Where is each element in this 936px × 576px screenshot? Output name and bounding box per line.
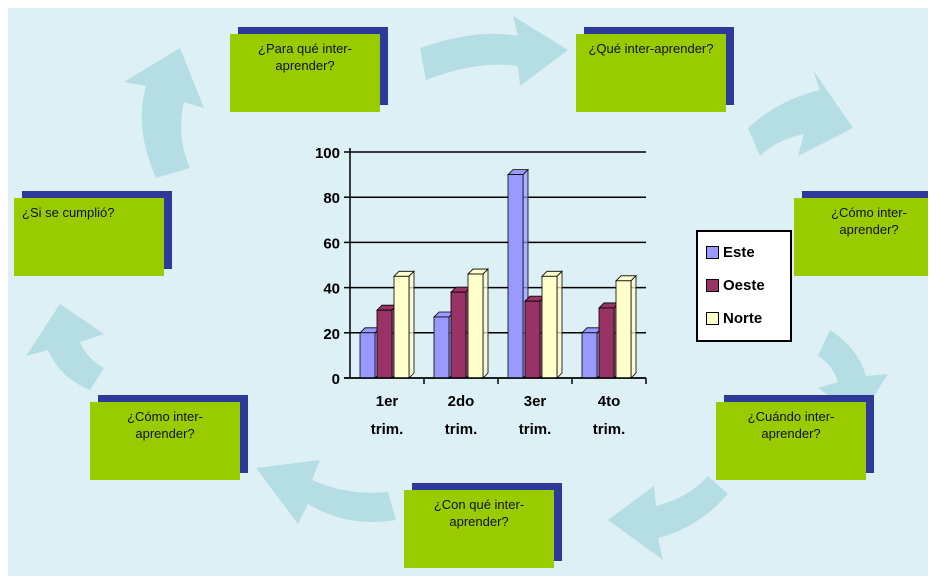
bar-side <box>482 268 489 379</box>
y-tick-label: 80 <box>323 190 340 207</box>
arrow-top-icon <box>420 16 568 86</box>
box-label: ¿Si se cumplió? <box>14 198 164 276</box>
cycle-arrows <box>26 16 888 560</box>
bar-este-2 <box>433 316 450 379</box>
x-tick-label: 3er <box>524 393 547 410</box>
bar-side <box>408 270 415 379</box>
y-tick-label: 100 <box>315 145 340 162</box>
chart-bars <box>359 168 637 379</box>
box-como-left: ¿Cómo inter-aprender? <box>90 395 248 480</box>
box-label: ¿Cuándo inter-aprender? <box>716 402 866 480</box>
legend-item-este: Este <box>706 242 755 264</box>
legend-swatch-norte <box>706 311 719 325</box>
legend-item-oeste: Oeste <box>706 275 765 297</box>
bar-side <box>630 274 637 379</box>
y-tick-label: 20 <box>323 326 340 343</box>
bar-norte-2 <box>467 273 484 379</box>
bar-este-4 <box>581 332 598 379</box>
diagram-canvas: ¿Para qué inter-aprender? ¿Qué inter-apr… <box>8 8 928 576</box>
bar-oeste-3 <box>524 300 541 379</box>
legend-label-este: Este <box>723 244 755 261</box>
x-tick-label: trim. <box>371 421 404 438</box>
y-tick-label: 60 <box>323 235 340 252</box>
legend-swatch-oeste <box>706 278 719 292</box>
x-tick-label: trim. <box>519 421 552 438</box>
legend-item-norte: Norte <box>706 308 762 330</box>
arrow-top-right-icon <box>748 70 853 156</box>
bar-chart: 0 20 40 60 80 100 1er trim. 2do trim. 3er trim. 4to t… <box>315 145 647 438</box>
box-cuando: ¿Cuándo inter-aprender? <box>716 395 874 480</box>
y-tick-label: 0 <box>332 371 340 388</box>
box-label: ¿Para qué inter-aprender? <box>230 34 380 112</box>
chart-tick-labels: 0 20 40 60 80 100 1er trim. 2do trim. 3er trim. 4to t… <box>315 145 625 438</box>
x-tick-label: 2do <box>448 393 475 410</box>
bar-este-3 <box>507 174 524 379</box>
bar-norte-3 <box>541 275 558 379</box>
legend-label-norte: Norte <box>723 310 763 327</box>
legend-swatch-este <box>706 245 719 259</box>
bar-norte-1 <box>393 275 410 379</box>
box-label: ¿Cómo inter-aprender? <box>794 198 928 276</box>
y-tick-label: 40 <box>323 281 340 298</box>
box-para-que: ¿Para qué inter-aprender? <box>230 27 388 112</box>
box-label: ¿Qué inter-aprender? <box>576 34 726 112</box>
box-label: ¿Con qué inter-aprender? <box>404 490 554 568</box>
x-tick-label: trim. <box>445 421 478 438</box>
box-como-right: ¿Cómo inter-aprender? <box>794 191 928 276</box>
chart-axes <box>344 148 647 384</box>
bar-side <box>556 270 563 379</box>
box-con-que: ¿Con qué inter-aprender? <box>404 483 562 568</box>
bar-este-1 <box>359 332 376 379</box>
box-si-se-cumplio: ¿Si se cumplió? <box>14 191 172 276</box>
bar-oeste-4 <box>598 307 615 379</box>
x-tick-label: trim. <box>593 421 626 438</box>
x-tick-label: 1er <box>376 393 399 410</box>
bar-oeste-1 <box>376 309 393 379</box>
bar-norte-4 <box>615 280 632 379</box>
box-que: ¿Qué inter-aprender? <box>576 27 734 112</box>
x-tick-label: 4to <box>598 393 621 410</box>
arrow-top-left-icon <box>124 48 204 178</box>
chart-legend: Este Oeste Norte <box>696 230 792 342</box>
legend-label-oeste: Oeste <box>723 277 765 294</box>
arrow-bottom-left-icon <box>256 460 396 524</box>
bar-oeste-2 <box>450 291 467 379</box>
arrow-left-icon <box>26 304 104 390</box>
arrow-bottom-right-icon <box>608 476 728 560</box>
box-label: ¿Cómo inter-aprender? <box>90 402 240 480</box>
